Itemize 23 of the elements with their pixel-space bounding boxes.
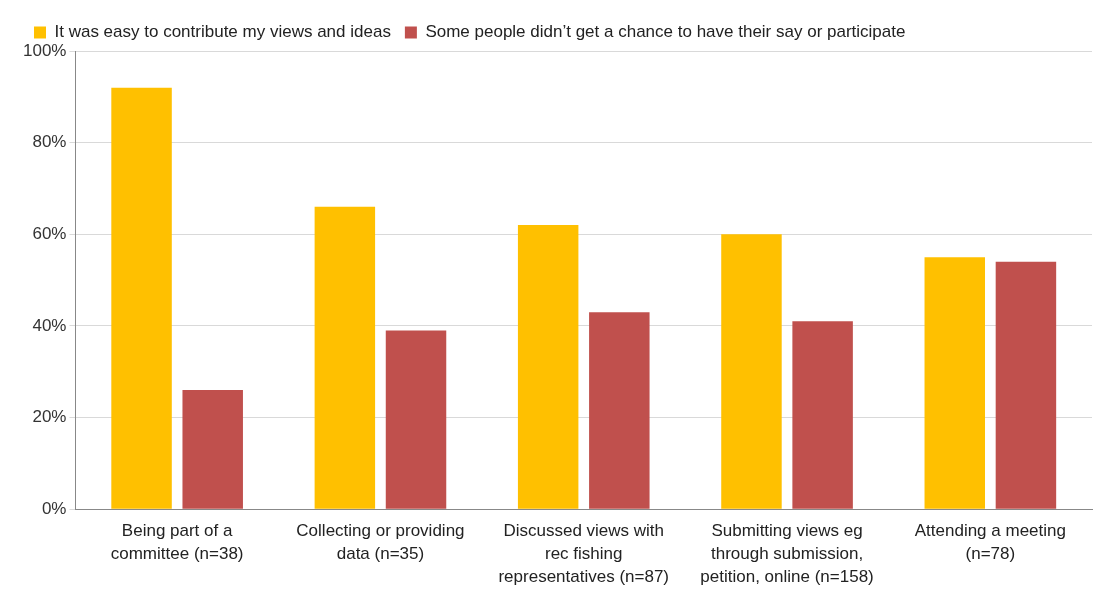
- bar: [385, 330, 447, 509]
- bar: [924, 257, 986, 509]
- bar: [721, 234, 782, 509]
- y-tick-label: 20%: [32, 407, 67, 427]
- x-tick-label: Being part of a committee (n=38): [110, 521, 244, 564]
- y-tick-label: 0%: [41, 498, 67, 518]
- bar: [517, 225, 579, 509]
- y-tick-label: 100%: [23, 40, 67, 60]
- y-tick-label: 80%: [32, 132, 67, 152]
- x-tick-label: Submitting views eg through submission, petition, online (n=158): [700, 521, 874, 587]
- x-tick-label: Attending a meeting (n=78): [914, 521, 1066, 564]
- legend-label: Some people didn’t get a chance to have their say or participate: [425, 22, 906, 42]
- bar: [111, 87, 172, 509]
- bar: [314, 206, 376, 509]
- bar: [589, 312, 650, 509]
- bar: [995, 261, 1057, 509]
- legend-label: It was easy to contribute my views and ideas: [54, 22, 391, 42]
- x-tick-label: Discussed views with rec fishing representatives (n=87): [498, 521, 670, 587]
- y-tick-label: 40%: [32, 315, 67, 335]
- x-tick-label: Collecting or providing data (n=35): [296, 521, 465, 564]
- bar: [792, 321, 853, 509]
- y-tick-label: 60%: [32, 223, 67, 243]
- bar: [182, 390, 243, 509]
